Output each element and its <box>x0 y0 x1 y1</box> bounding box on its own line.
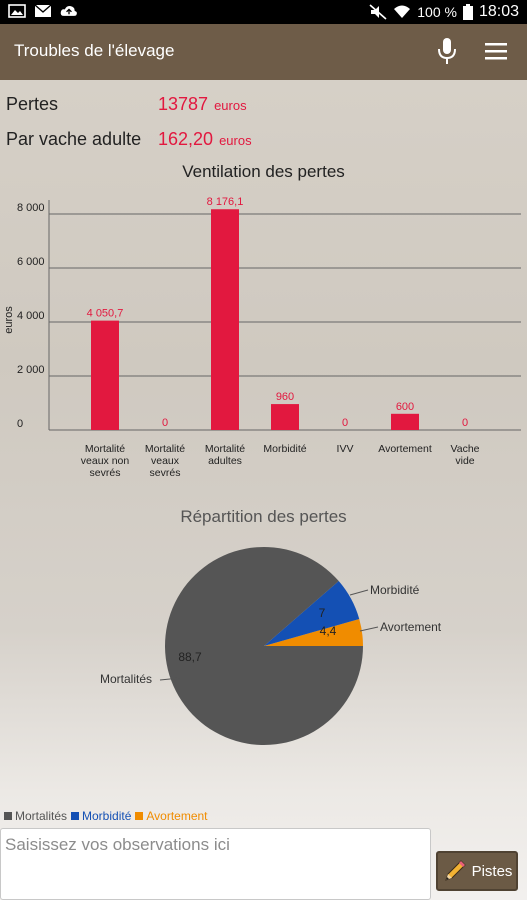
y-tick-label: 8 000 <box>17 202 45 214</box>
y-axis-label: euros <box>3 306 15 334</box>
legend-swatch-morbidite <box>71 812 80 820</box>
x-tick-label: Avortement <box>378 443 432 455</box>
pertes-row: Pertes 13787 euros <box>6 94 406 115</box>
legend-item-mortalites: Mortalités <box>4 809 67 823</box>
pistes-button[interactable]: Pistes <box>436 851 518 891</box>
pie-chart-title: Répartition des pertes <box>180 507 347 526</box>
pie-slice-name: Mortalités <box>100 672 152 686</box>
par-vache-value: 162,20 <box>158 129 214 149</box>
x-tick-label: Mortalité <box>85 443 125 455</box>
battery-icon <box>462 4 473 20</box>
legend-swatch-avortement <box>135 812 144 820</box>
status-bar: 100 % 18:03 <box>0 0 527 24</box>
legend-item-morbidite: Morbidité <box>71 809 131 823</box>
bar-data-label: 0 <box>342 417 348 429</box>
bar-data-label: 4 050,7 <box>87 308 124 320</box>
pie-leader-line <box>359 626 379 632</box>
pencil-icon <box>444 860 466 881</box>
app-bar: Troubles de l'élevage <box>0 24 527 80</box>
par-vache-unit: euros <box>219 133 252 148</box>
legend-label-avortement: Avortement <box>146 809 208 823</box>
bar-data-label: 8 176,1 <box>207 196 244 208</box>
bar-chart: 0 2 000 4 000 6 000 8 000 euros 4 050,7 Mortali… <box>3 196 521 479</box>
bar <box>391 413 419 430</box>
x-tick-label: veaux non <box>81 455 130 467</box>
menu-icon[interactable] <box>484 40 508 62</box>
x-tick-label: veaux <box>151 455 180 467</box>
pie-leader-line <box>349 589 369 596</box>
x-tick-label: sevrés <box>150 467 181 479</box>
pertes-label: Pertes <box>6 94 59 114</box>
x-tick-label: IVV <box>337 443 354 455</box>
pie-value-label: 4,4 <box>320 624 337 638</box>
bar <box>91 320 119 430</box>
pie-leader-line <box>159 677 181 681</box>
pie-chart: 88,7 7 4,4 Mortalités Morbidité Avortement <box>100 547 442 745</box>
pie-value-label: 88,7 <box>178 650 202 664</box>
mute-icon <box>369 4 387 20</box>
legend-swatch-mortalites <box>4 812 12 820</box>
cloud-upload-icon <box>60 5 77 16</box>
bar-data-label: 600 <box>396 401 414 413</box>
pertes-unit: euros <box>214 98 247 113</box>
bar <box>271 404 299 430</box>
y-tick-label: 4 000 <box>17 310 45 322</box>
bar-data-label: 960 <box>276 391 294 403</box>
y-tick-label: 2 000 <box>17 364 45 376</box>
pie-slice-name: Morbidité <box>370 583 420 597</box>
x-tick-label: sevrés <box>90 467 121 479</box>
legend-label-morbidite: Morbidité <box>82 809 132 823</box>
mail-icon <box>34 4 52 17</box>
x-tick-label: Morbidité <box>263 443 306 455</box>
pertes-value-group: 13787 euros <box>158 94 247 115</box>
picture-icon <box>8 4 26 18</box>
pie-slice <box>264 581 360 646</box>
x-tick-label: Mortalité <box>205 443 245 455</box>
microphone-icon[interactable] <box>436 36 458 66</box>
pistes-label: Pistes <box>471 862 513 880</box>
pie-legend: Mortalités Morbidité Avortement <box>4 809 208 823</box>
y-tick-label: 6 000 <box>17 256 45 268</box>
x-tick-label: vide <box>455 455 474 467</box>
par-vache-row: Par vache adulte 162,20 euros <box>6 129 406 150</box>
page-title: Troubles de l'élevage <box>14 41 175 60</box>
par-vache-value-group: 162,20 euros <box>158 129 252 150</box>
wifi-icon <box>394 5 411 18</box>
battery-level: 100 % <box>417 4 457 20</box>
x-tick-label: Vache <box>451 443 480 455</box>
pertes-value: 13787 <box>158 94 209 114</box>
bar-data-label: 0 <box>462 417 468 429</box>
observations-input[interactable] <box>0 828 431 900</box>
bar-data-label: 0 <box>162 417 168 429</box>
legend-item-avortement: Avortement <box>135 809 208 823</box>
pie-value-label: 7 <box>319 606 326 620</box>
bar <box>211 209 239 430</box>
x-tick-label: Mortalité <box>145 443 185 455</box>
par-vache-label: Par vache adulte <box>6 129 142 149</box>
y-tick-label: 0 <box>17 418 23 430</box>
pie-slice-name: Avortement <box>380 620 442 634</box>
pie-slice <box>264 619 363 646</box>
pie-slice <box>165 547 363 745</box>
x-tick-label: adultes <box>208 455 242 467</box>
clock: 18:03 <box>478 3 519 20</box>
legend-label-mortalites: Mortalités <box>15 809 68 823</box>
bar-chart-title: Ventilation des pertes <box>182 162 345 181</box>
